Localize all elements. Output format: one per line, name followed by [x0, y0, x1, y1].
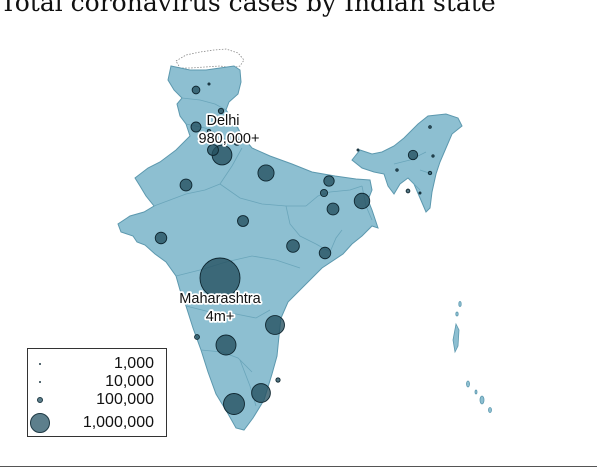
bubble-meghalaya	[395, 168, 399, 172]
bottom-divider	[0, 466, 597, 467]
legend-row: 100,000	[28, 391, 168, 409]
bubble-manipur	[427, 170, 433, 176]
bubble-uttarakhand	[233, 138, 241, 146]
legend-label: 10,000	[105, 373, 154, 390]
bubble-uttar-pradesh	[257, 164, 275, 182]
bubble-west-bengal	[353, 192, 371, 210]
bubble-jharkhand	[319, 188, 329, 198]
bubble-tamil-nadu	[251, 383, 271, 403]
bubble-telangana	[318, 246, 332, 260]
bubble-chhattisgarh	[286, 239, 300, 253]
maharashtra-value-label: 4m+	[206, 309, 235, 325]
legend-size-dot	[36, 396, 44, 404]
bubble-ladakh	[207, 82, 211, 86]
bubble-tripura	[405, 188, 411, 194]
legend-size-dot	[39, 363, 41, 365]
bubble-odisha	[326, 202, 340, 216]
northern-territory-dashed-outline	[175, 48, 245, 69]
bubble-karnataka	[215, 334, 237, 356]
mainland-india-shape	[117, 65, 379, 431]
delhi-name-label: Delhi	[206, 113, 239, 129]
bubble-nagaland	[431, 154, 435, 158]
bubble-punjab	[190, 121, 202, 133]
legend-label: 100,000	[96, 391, 154, 408]
legend-row: 10,000	[28, 373, 168, 391]
bubble-maharashtra	[199, 257, 241, 299]
legend-label: 1,000,000	[82, 414, 154, 431]
bubble-puducherry	[275, 377, 281, 383]
legend-row: 1,000,000	[28, 412, 168, 434]
bubble-gujarat	[154, 231, 168, 245]
andaman-nicobar-islands	[452, 301, 492, 413]
map-title: Total coronavirus cases by Indian state	[0, 0, 496, 17]
bubble-goa	[194, 334, 200, 340]
bubble-madhya-pradesh	[237, 215, 249, 227]
northeast-states-shape	[351, 113, 463, 213]
bubble-rajasthan	[179, 178, 193, 192]
legend-label: 1,000	[113, 355, 154, 372]
bubble-arunachal-pradesh	[428, 125, 432, 129]
delhi-value-label: 980,000+	[199, 131, 260, 147]
bubble-mizoram	[418, 191, 422, 195]
case-bubbles	[154, 82, 435, 415]
bubble-assam	[407, 149, 419, 161]
maharashtra-name-label: Maharashtra	[179, 291, 261, 307]
bubble-jammu-and-kashmir	[191, 85, 201, 95]
bubble-chandigarh	[206, 128, 212, 134]
bubble-kerala	[223, 393, 245, 415]
bubble-bihar	[323, 175, 335, 187]
bubble-sikkim	[356, 148, 360, 152]
legend-row: 1,000	[28, 355, 168, 373]
bubble-haryana	[207, 144, 219, 156]
legend-size-dot	[30, 413, 50, 433]
bubble-andhra-pradesh	[265, 315, 285, 335]
legend-size-dot	[39, 381, 41, 383]
bubble-himachal-pradesh	[217, 107, 225, 115]
size-legend: 1,000 10,000 100,000 1,000,000	[27, 348, 167, 437]
